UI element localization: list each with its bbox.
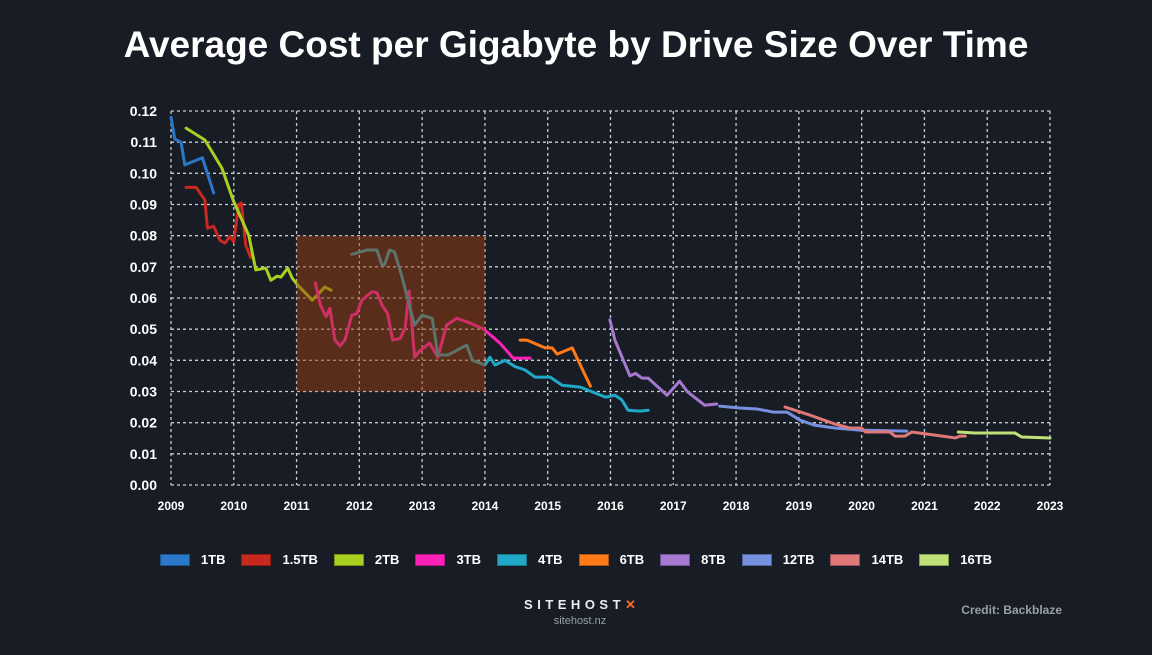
legend-item: 12TB xyxy=(741,552,815,567)
legend-swatch xyxy=(919,553,950,566)
series-line-1-5tb xyxy=(184,185,253,259)
y-tick-label: 0.10 xyxy=(130,165,157,181)
x-tick-label: 2020 xyxy=(848,499,875,513)
credit-text: Credit: Backblaze xyxy=(961,603,1062,617)
legend-swatch xyxy=(660,553,691,566)
line-chart: 0.00 0.01 0.02 0.03 0.04 0.05 0.06 0.07 0.08 0.09… xyxy=(130,103,1064,513)
x-tick-label: 2023 xyxy=(1037,499,1064,513)
legend-label: 2TB xyxy=(374,552,400,567)
x-tick-label: 2021 xyxy=(911,499,938,513)
legend-label: 12TB xyxy=(782,552,815,567)
legend-swatch xyxy=(333,553,364,566)
x-tick-label: 2013 xyxy=(409,499,436,513)
y-tick-label: 0.02 xyxy=(130,415,157,431)
y-tick-label: 0.05 xyxy=(130,321,157,337)
legend-item: 16TB xyxy=(919,552,992,567)
x-tick-label: 2010 xyxy=(220,499,247,513)
brand-url: sitehost.nz xyxy=(553,615,607,627)
y-tick-label: 0.11 xyxy=(131,134,158,150)
legend-label: 16TB xyxy=(960,552,993,567)
series-line-6tb xyxy=(518,338,592,388)
x-tick-label: 2017 xyxy=(660,499,687,513)
legend-label: 14TB xyxy=(871,552,904,567)
legend-label: 1.5TB xyxy=(282,552,318,567)
series-line-14tb xyxy=(783,405,967,440)
legend-label: 6TB xyxy=(619,552,645,567)
series-line-12tb xyxy=(718,404,909,433)
x-tick-label: 2022 xyxy=(974,499,1001,513)
y-tick-label: 0.08 xyxy=(130,228,157,244)
legend: 1TB 1.5TB 2TB 3TB 4TB 6TB 8TB 12TB 14TB 16TB xyxy=(0,552,1152,567)
legend-swatch xyxy=(159,553,190,566)
x-tick-label: 2009 xyxy=(158,499,185,513)
legend-swatch xyxy=(741,553,772,566)
legend-item: 4TB xyxy=(497,552,563,567)
y-tick-label: 0.01 xyxy=(130,446,157,462)
legend-label: 3TB xyxy=(456,552,481,567)
brand-name-text: SITEHOST xyxy=(524,597,626,612)
y-tick-label: 0.07 xyxy=(130,259,157,275)
brand-x-icon: ✕ xyxy=(625,597,636,612)
brand-name: SITEHOST✕ xyxy=(500,597,660,613)
chart-title: Average Cost per Gigabyte by Drive Size … xyxy=(123,24,1029,65)
y-tick-label: 0.03 xyxy=(130,384,157,400)
series-line-16tb xyxy=(956,430,1052,440)
brand-logo: SITEHOST✕ sitehost.nz xyxy=(500,597,660,627)
legend-swatch xyxy=(415,553,446,566)
series-line-8tb xyxy=(608,318,719,407)
x-tick-label: 2016 xyxy=(597,499,624,513)
y-tick-label: 0.09 xyxy=(130,197,157,213)
legend-item: 14TB xyxy=(830,552,903,567)
y-tick-label: 0.06 xyxy=(130,290,157,306)
legend-item: 2TB xyxy=(333,552,400,567)
x-tick-label: 2015 xyxy=(534,499,561,513)
legend-swatch xyxy=(578,553,609,566)
x-tick-label: 2011 xyxy=(284,499,310,513)
legend-item: 1TB xyxy=(159,552,226,567)
legend-item: 8TB xyxy=(660,552,726,567)
legend-item: 1.5TB xyxy=(241,552,318,567)
legend-swatch xyxy=(241,553,272,566)
legend-label: 1TB xyxy=(200,552,226,567)
legend-label: 4TB xyxy=(538,552,563,567)
series-line-1tb xyxy=(169,115,216,195)
y-tick-label: 0.04 xyxy=(130,352,157,368)
legend-item: 6TB xyxy=(578,552,645,567)
legend-swatch xyxy=(497,553,527,566)
legend-swatch xyxy=(830,553,861,566)
legend-label: 8TB xyxy=(701,552,726,567)
y-tick-label: 0.00 xyxy=(130,477,157,493)
x-tick-label: 2019 xyxy=(786,499,813,513)
y-tick-label: 0.12 xyxy=(130,103,157,119)
x-tick-label: 2018 xyxy=(723,499,750,513)
x-tick-label: 2014 xyxy=(472,499,499,513)
highlight-region xyxy=(296,235,485,392)
legend-item: 3TB xyxy=(415,552,481,567)
x-tick-label: 2012 xyxy=(346,499,373,513)
